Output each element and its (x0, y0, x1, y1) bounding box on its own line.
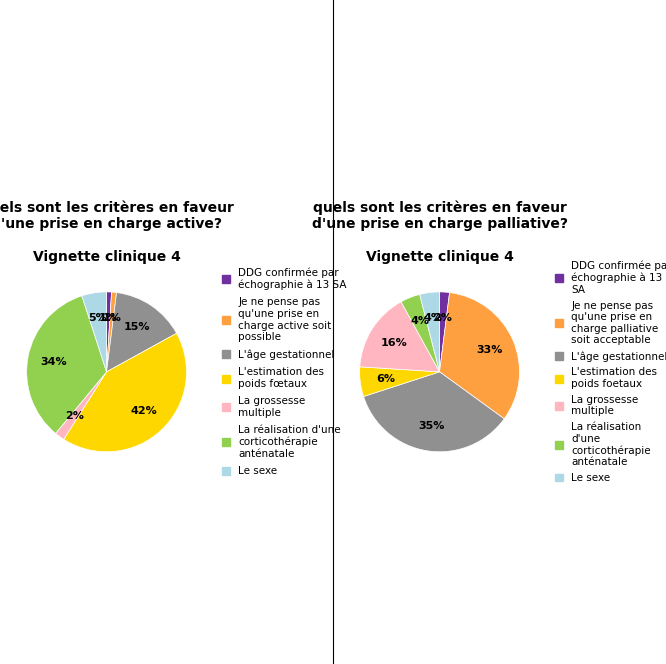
Text: 2%: 2% (65, 411, 84, 421)
Legend: DDG confirmée par
échographie à 13 SA, Je ne pense pas
qu'une prise en
charge ac: DDG confirmée par échographie à 13 SA, J… (222, 268, 347, 476)
Text: 1%: 1% (103, 313, 121, 323)
Wedge shape (364, 372, 504, 452)
Wedge shape (56, 372, 107, 440)
Wedge shape (107, 292, 117, 372)
Text: 35%: 35% (418, 420, 444, 430)
Text: 5%: 5% (89, 313, 107, 323)
Wedge shape (360, 302, 440, 372)
Wedge shape (107, 293, 176, 372)
Wedge shape (64, 333, 186, 452)
Wedge shape (27, 296, 107, 434)
Text: 2%: 2% (434, 313, 452, 323)
Text: 15%: 15% (124, 322, 151, 332)
Wedge shape (360, 367, 440, 396)
Text: 42%: 42% (131, 406, 157, 416)
Text: 4%: 4% (424, 313, 442, 323)
Title: quels sont les critères en faveur
d'une prise en charge palliative?

Vignette cl: quels sont les critères en faveur d'une … (312, 201, 567, 264)
Wedge shape (107, 292, 112, 372)
Text: 33%: 33% (476, 345, 503, 355)
Wedge shape (440, 292, 450, 372)
Legend: DDG confirmée par
échographie à 13
SA, Je ne pense pas
qu'une prise en
charge pa: DDG confirmée par échographie à 13 SA, J… (555, 260, 666, 483)
Title: quels sont les critères en faveur
d'une prise en charge active?

Vignette cliniq: quels sont les critères en faveur d'une … (0, 201, 234, 264)
Text: 6%: 6% (376, 374, 395, 384)
Text: 4%: 4% (410, 316, 429, 326)
Text: 16%: 16% (380, 338, 407, 348)
Wedge shape (420, 292, 440, 372)
Wedge shape (401, 294, 440, 372)
Text: 1%: 1% (99, 313, 118, 323)
Wedge shape (440, 293, 519, 419)
Wedge shape (82, 292, 107, 372)
Text: 34%: 34% (40, 357, 67, 367)
